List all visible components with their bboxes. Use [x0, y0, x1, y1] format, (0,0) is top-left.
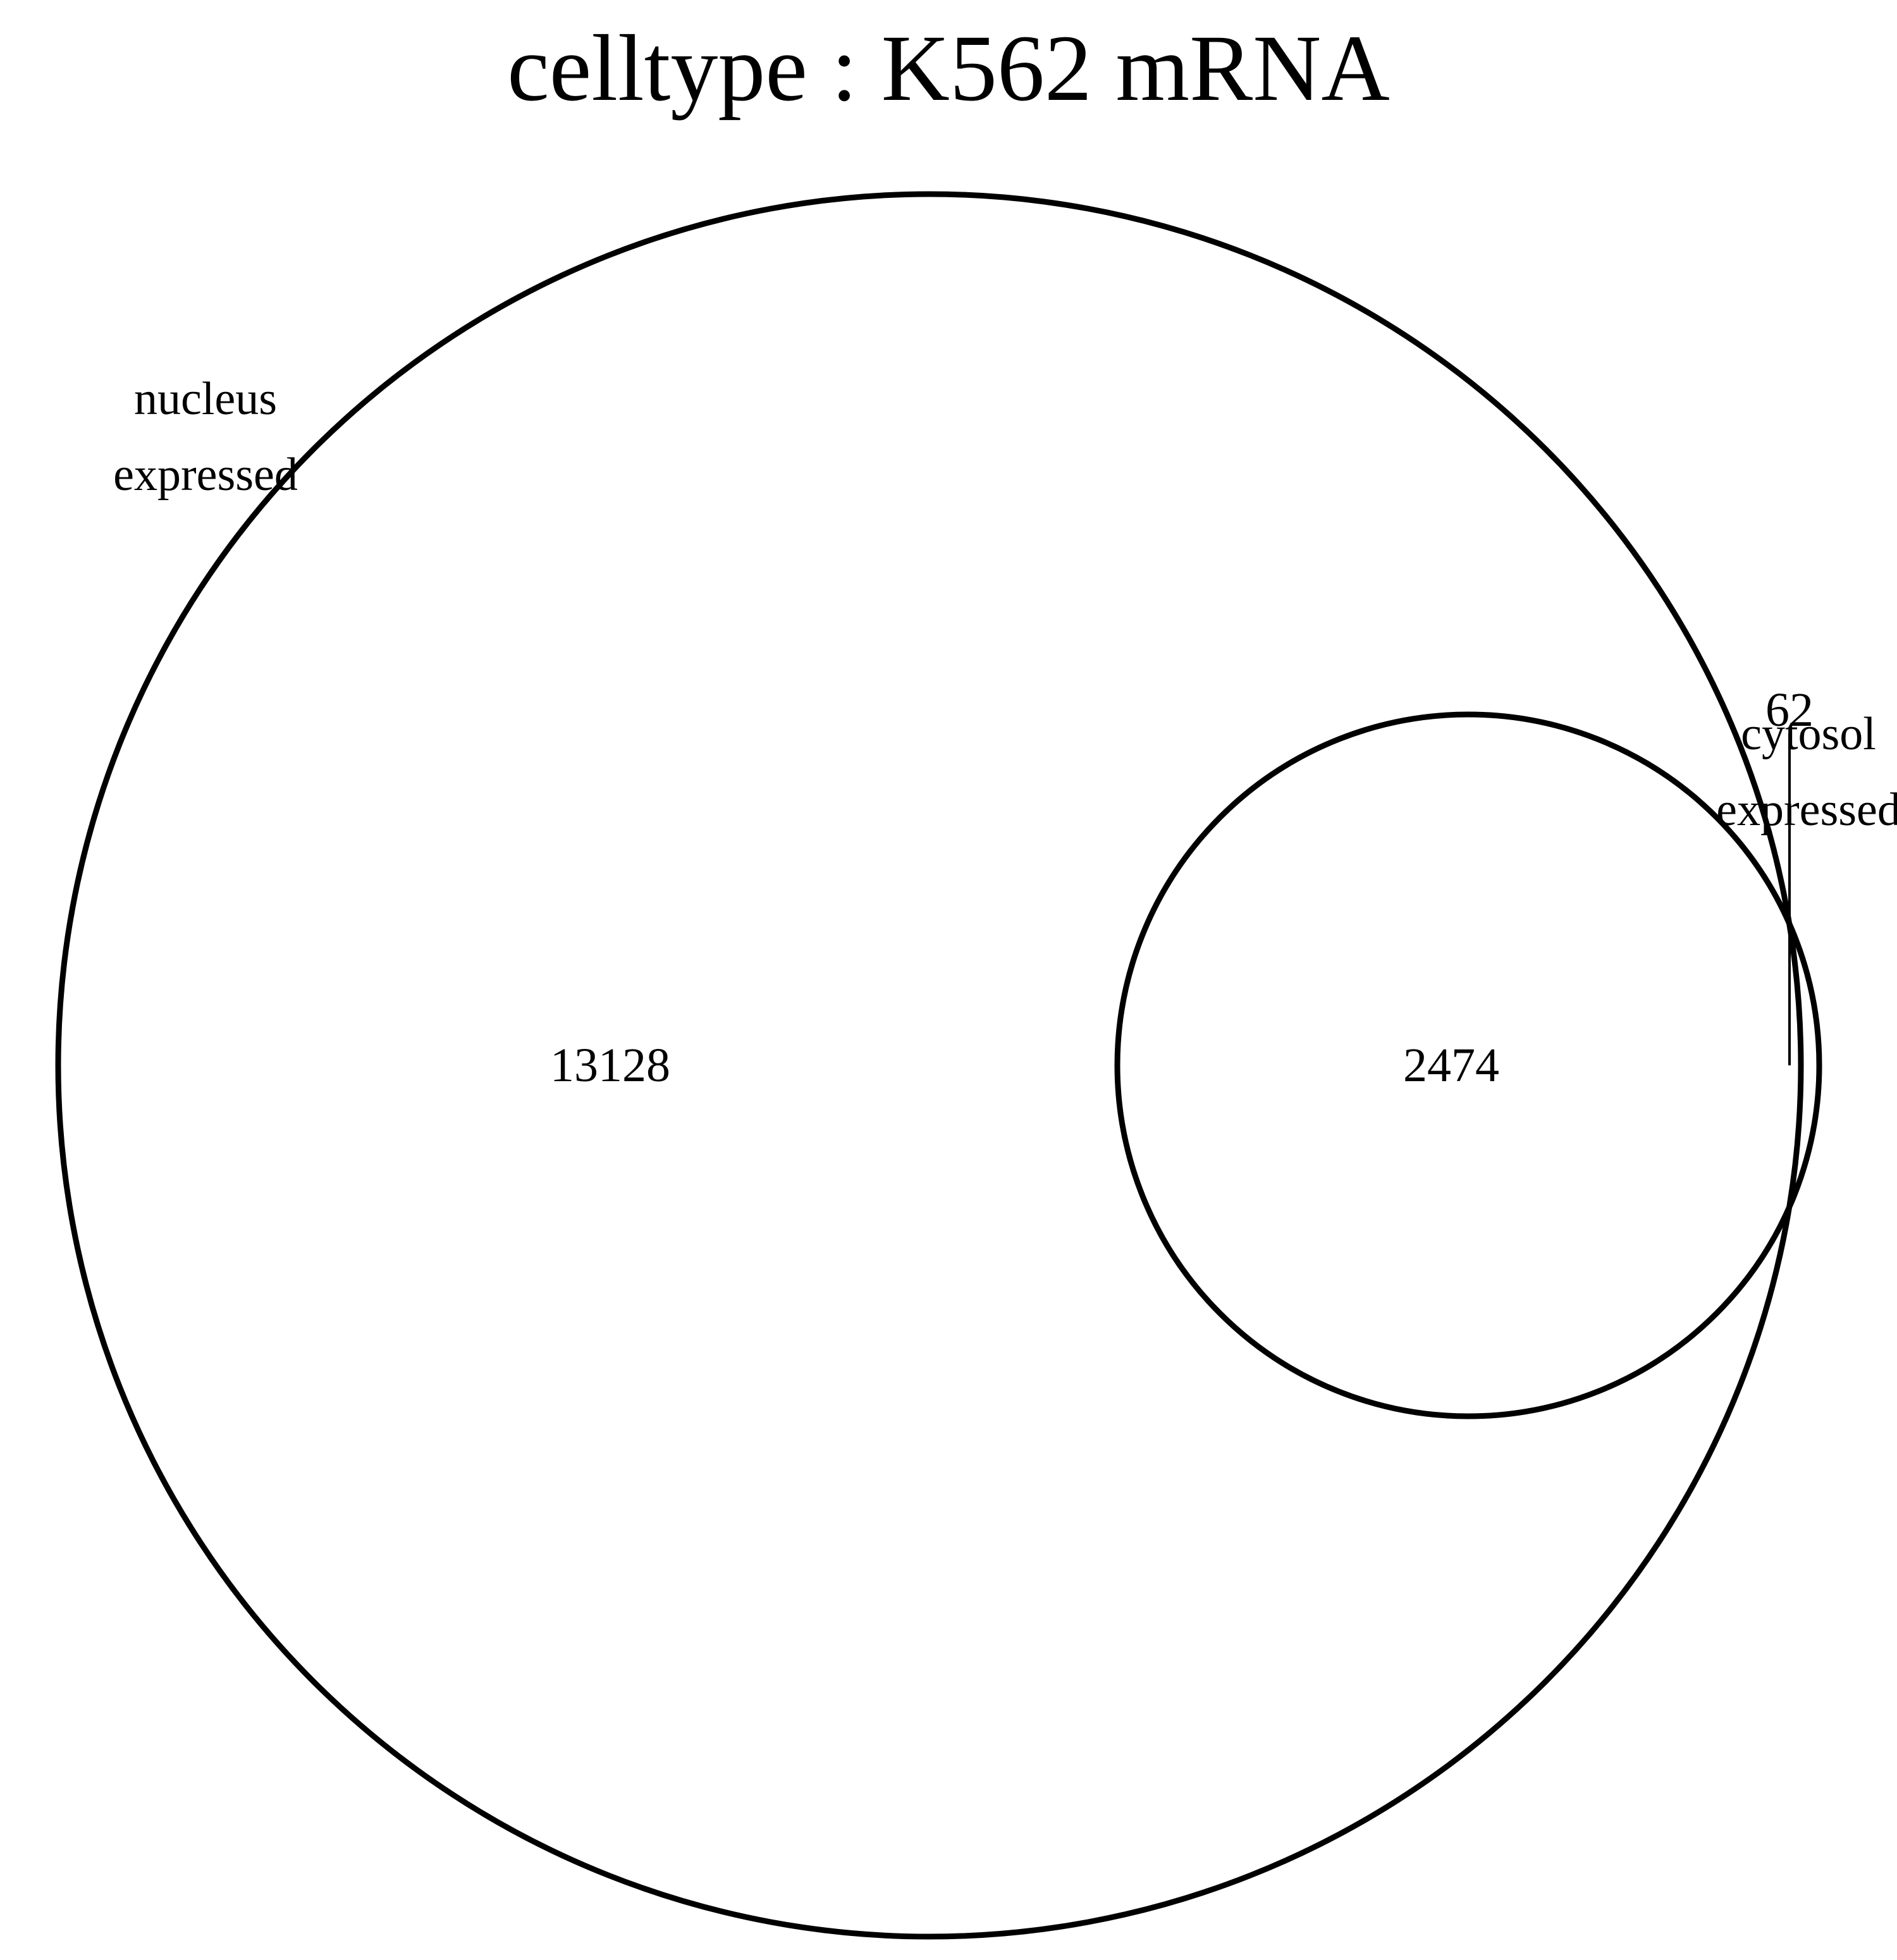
cytosol-set-label-line1: cytosol: [1741, 708, 1876, 760]
diagram-title: celltype : K562 mRNA: [507, 16, 1390, 121]
nucleus-only-count: 13128: [550, 1039, 670, 1092]
cytosol-only-count: 62: [1765, 683, 1814, 737]
nucleus-set-label-line2: expressed: [113, 449, 298, 501]
cytosol-set-circle: [1114, 711, 1822, 1419]
intersection-count: 2474: [1403, 1039, 1499, 1092]
nucleus-set-circle: [55, 191, 1804, 1940]
nucleus-set-label-line1: nucleus: [134, 373, 277, 425]
cytosol-set-label-line2: expressed: [1716, 784, 1897, 836]
